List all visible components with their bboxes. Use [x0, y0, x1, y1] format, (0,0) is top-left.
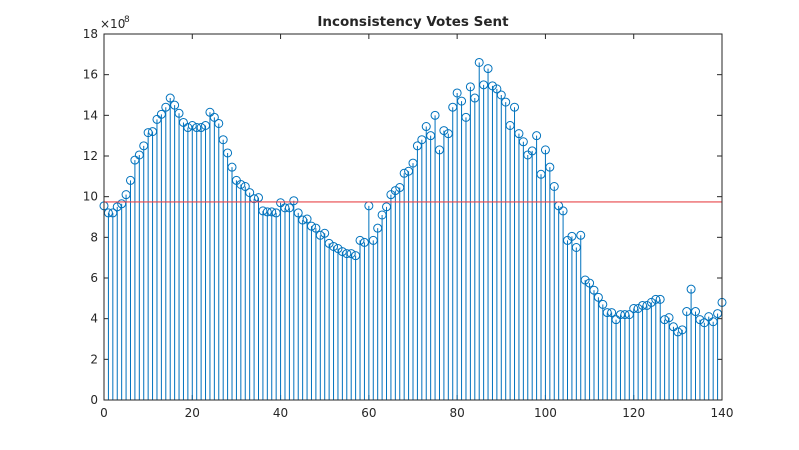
stem-marker [452, 88, 462, 98]
stem-marker [245, 188, 255, 198]
stem-marker [223, 148, 233, 158]
x-tick-label: 20 [185, 406, 200, 420]
y-multiplier-exponent: 8 [124, 15, 130, 25]
y-tick-label: 16 [83, 68, 98, 82]
x-tick-label: 60 [361, 406, 376, 420]
stem-marker [218, 135, 228, 145]
stem-marker [580, 275, 590, 285]
y-tick-label: 2 [90, 352, 98, 366]
stem-marker [240, 182, 250, 191]
y-tick-label: 6 [90, 271, 98, 285]
stem-marker [668, 322, 678, 332]
stem-marker [545, 162, 555, 172]
y-tick-label: 18 [83, 27, 98, 41]
stem-marker [540, 145, 550, 155]
y-tick-label: 4 [90, 312, 98, 326]
axes-box [103, 33, 723, 401]
stem-marker [532, 131, 542, 141]
stem-marker [655, 294, 665, 304]
x-tick-label: 80 [450, 406, 465, 420]
stem-marker [355, 235, 365, 245]
stem-marker [465, 82, 475, 92]
stem-marker [178, 117, 188, 127]
x-tick-label: 40 [273, 406, 288, 420]
chart-title: Inconsistency Votes Sent [317, 14, 509, 30]
stem-marker [346, 249, 356, 259]
stem-marker [214, 118, 224, 128]
stem-marker [510, 102, 520, 112]
stem-marker [607, 308, 617, 318]
y-tick-label: 14 [83, 108, 98, 122]
stem-marker [518, 137, 528, 147]
stem-marker [170, 100, 180, 110]
y-multiplier-base: ×10 [100, 17, 125, 31]
stem-marker [691, 307, 701, 317]
stem-marker [209, 112, 219, 122]
stem-marker [333, 244, 343, 254]
stem-marker [329, 241, 339, 251]
stem-marker [457, 96, 467, 106]
stem-marker [483, 64, 493, 74]
stem-marker [302, 214, 312, 224]
y-tick-label: 10 [83, 190, 98, 204]
stem-marker [289, 196, 299, 206]
y-tick-label: 0 [90, 393, 98, 407]
stem-marker [187, 121, 197, 130]
x-tick-label: 0 [100, 406, 108, 420]
stem-marker [492, 84, 502, 94]
x-tick-label: 120 [622, 406, 645, 420]
stem-marker [337, 247, 347, 257]
stem-marker [227, 162, 237, 172]
stem-marker [276, 198, 286, 208]
y-tick-label: 8 [90, 230, 98, 244]
stem-marker [165, 93, 175, 103]
stem-marker [598, 299, 608, 309]
stem-marker [496, 90, 506, 100]
stem-marker [549, 182, 559, 191]
stem-marker [487, 81, 497, 91]
x-tick-label: 100 [534, 406, 557, 420]
stem-marker [306, 221, 316, 231]
stem-marker [501, 97, 511, 107]
stem-marker [324, 238, 334, 248]
stem-marker [205, 107, 215, 117]
stem-marker [439, 126, 449, 136]
stem-marker [258, 206, 268, 216]
stem-marker [664, 313, 674, 323]
stem-marker [567, 231, 577, 241]
stem-marker [695, 315, 705, 325]
stem-marker [174, 108, 184, 118]
stem-marker [704, 312, 714, 322]
stem-marker [576, 230, 586, 240]
stem-marker [514, 129, 524, 139]
stem-marker [430, 110, 440, 120]
stem-marker [267, 207, 277, 217]
stem-marker [474, 57, 484, 67]
stem-marker [686, 284, 696, 294]
stem-marker [311, 223, 321, 233]
y-tick-label: 12 [83, 149, 98, 163]
stem-marker [320, 228, 330, 238]
stem-marker [593, 292, 603, 302]
stem-marker [589, 285, 599, 295]
stem-marker [558, 206, 568, 216]
stem-marker [293, 208, 303, 218]
stem-marker [585, 278, 595, 288]
x-tick-label: 140 [711, 406, 734, 420]
stem-marker [236, 179, 246, 189]
stem-marker [421, 122, 431, 132]
